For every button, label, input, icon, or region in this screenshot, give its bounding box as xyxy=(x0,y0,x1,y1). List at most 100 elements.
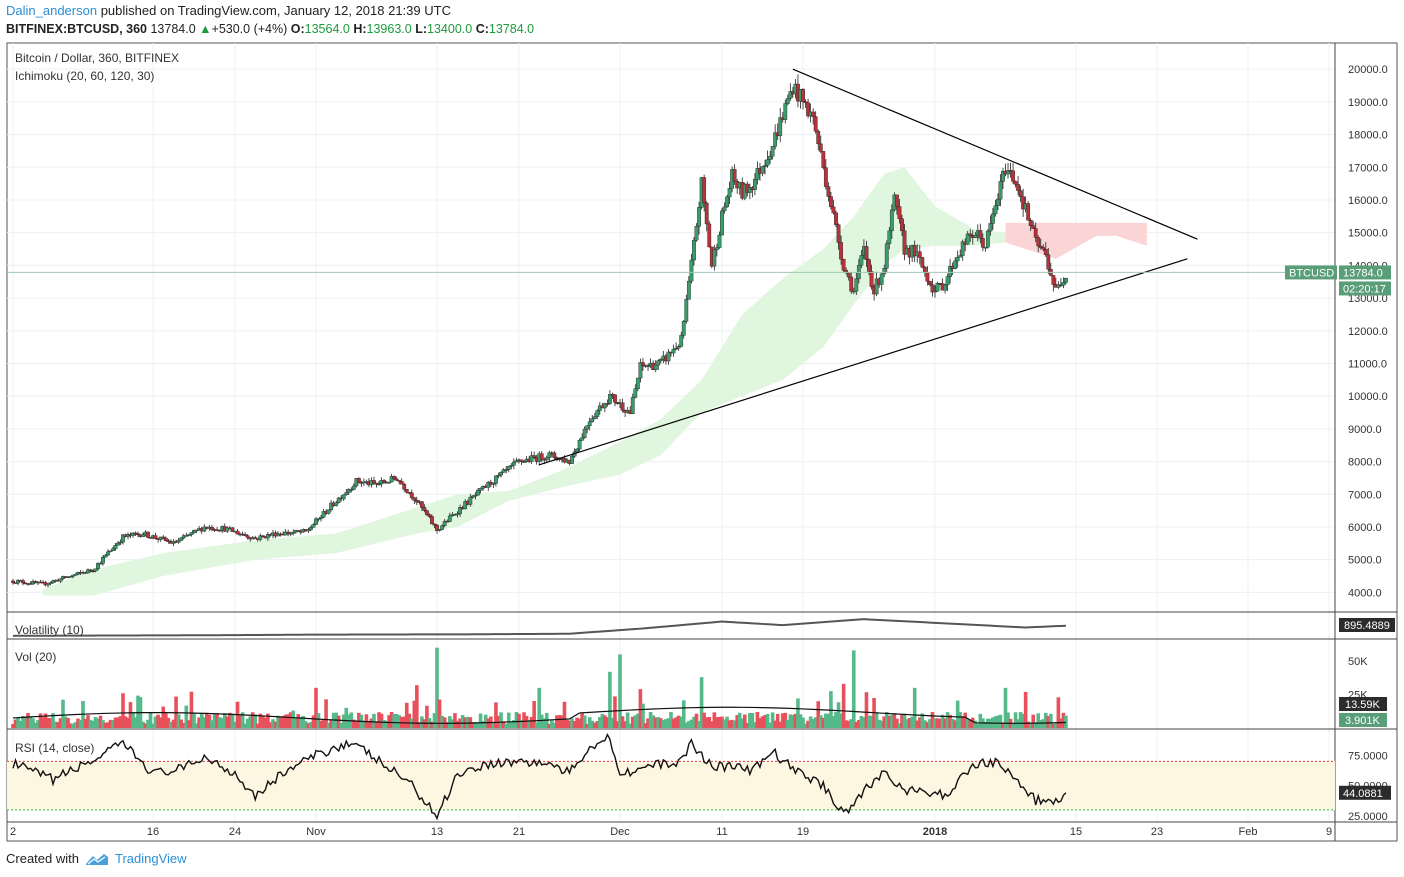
author-link[interactable]: Dalin_anderson xyxy=(6,3,98,18)
volume-bar-down xyxy=(925,722,930,728)
volume-bar-up xyxy=(1043,712,1048,728)
volume-bar-up xyxy=(993,716,998,728)
volume-bar-down xyxy=(189,691,194,728)
volume-bar-down xyxy=(758,718,762,728)
volume-bar-down xyxy=(158,717,163,728)
volume-bar-up xyxy=(920,713,925,728)
candle-down xyxy=(978,230,983,239)
volume-bar-up xyxy=(21,716,25,728)
volume-tick-label: 50K xyxy=(1348,656,1368,668)
candle-down xyxy=(519,459,524,462)
candle-up xyxy=(763,165,767,167)
volume-bar-up xyxy=(51,713,55,728)
candle-down xyxy=(409,492,414,498)
candle-down xyxy=(930,284,935,293)
volume-bar-down xyxy=(379,713,384,728)
volume-bar-up xyxy=(71,723,75,728)
candle-up xyxy=(202,526,207,532)
candle-up xyxy=(309,527,313,530)
symbol-label: BITFINEX:BTCUSD, 360 xyxy=(6,22,147,36)
volume-bar-down xyxy=(387,715,391,728)
volume-bar-up xyxy=(28,716,33,728)
volume-bar-up xyxy=(965,719,970,728)
price-tick-label: 16000.0 xyxy=(1348,195,1388,207)
candle-up xyxy=(889,209,894,232)
open-value: 13564.0 xyxy=(304,22,350,36)
candle-up xyxy=(570,456,574,464)
volume-bar-up xyxy=(217,717,222,728)
volume-bar-down xyxy=(263,717,268,728)
volume-bar-up xyxy=(212,713,217,728)
rsi-line xyxy=(12,733,1067,821)
candle-up xyxy=(587,421,592,426)
candle-down xyxy=(1033,228,1038,238)
volume-bar-down xyxy=(742,714,747,728)
volume-bar-up xyxy=(803,723,808,728)
candle-up xyxy=(953,260,958,269)
volume-bar-down xyxy=(126,717,130,728)
candle-up xyxy=(1006,170,1010,175)
volume-bar-down xyxy=(1046,716,1051,728)
volume-bar-up xyxy=(945,712,950,728)
volume-bar-up xyxy=(890,714,894,728)
chart-canvas[interactable]: 4000.0 5000.0 6000.0 7000.0 8000.0 9000.0 1000… xyxy=(0,42,1404,842)
candle-up xyxy=(1064,277,1068,283)
volume-bar-up xyxy=(184,705,189,728)
volume-bar-down xyxy=(882,716,887,728)
time-tick-label: 21 xyxy=(513,826,525,838)
volume-bar-down xyxy=(415,685,419,728)
candle-up xyxy=(437,529,442,531)
candle-up xyxy=(442,520,447,526)
volume-bar-up xyxy=(998,714,1003,728)
candle-down xyxy=(21,580,25,584)
candle-up xyxy=(993,205,998,215)
volume-bar-up xyxy=(831,716,836,728)
volume-bar-up xyxy=(394,713,399,728)
volume-bar-down xyxy=(567,720,572,728)
volume-bar-up xyxy=(725,716,729,728)
candle-up xyxy=(983,246,988,249)
candle-up xyxy=(788,91,793,99)
volume-bar-down xyxy=(494,702,498,728)
candle-down xyxy=(801,89,805,102)
candle-up xyxy=(1061,282,1066,286)
volume-bar-up xyxy=(1038,720,1043,728)
volume-bar-up xyxy=(435,647,439,728)
candle-up xyxy=(116,542,120,546)
tradingview-brand-link[interactable]: TradingView xyxy=(114,851,187,866)
candle-up xyxy=(455,513,460,515)
volume-bar-up xyxy=(465,716,470,728)
candle-down xyxy=(900,218,904,232)
volume-bar-up xyxy=(879,720,884,728)
volume-bar-down xyxy=(623,721,627,728)
volume-bar-down xyxy=(943,718,947,728)
volume-bar-up xyxy=(869,715,874,728)
candle-down xyxy=(432,523,437,526)
volume-bar-down xyxy=(171,719,176,728)
ascending-trendline[interactable] xyxy=(539,258,1188,466)
volume-bar-down xyxy=(707,716,712,728)
volume-bar-down xyxy=(603,715,607,728)
volume-bar-up xyxy=(101,720,105,728)
volume-bar-up xyxy=(481,721,485,728)
volume-bar-up xyxy=(836,702,841,728)
candle-up xyxy=(945,276,950,286)
volume-bar-up xyxy=(737,712,742,728)
volume-bar-up xyxy=(834,712,838,728)
rsi-tick-label: 25.0000 xyxy=(1348,811,1388,823)
volume-bar-down xyxy=(321,718,326,728)
time-tick-label: 16 xyxy=(147,826,159,838)
descending-trendline[interactable] xyxy=(792,68,1198,240)
volume-bar-down xyxy=(745,722,750,728)
candle-up xyxy=(349,489,354,491)
candle-up xyxy=(658,359,663,362)
volume-bar-up xyxy=(194,723,199,728)
candle-up xyxy=(326,509,331,514)
volume-bar-up xyxy=(141,721,145,728)
volume-bar-up xyxy=(600,713,605,728)
volume-bar-down xyxy=(179,719,183,728)
candle-up xyxy=(501,469,506,473)
volume-bar-up xyxy=(813,717,818,728)
volume-bar-down xyxy=(615,721,620,728)
volume-bar-down xyxy=(374,721,379,728)
